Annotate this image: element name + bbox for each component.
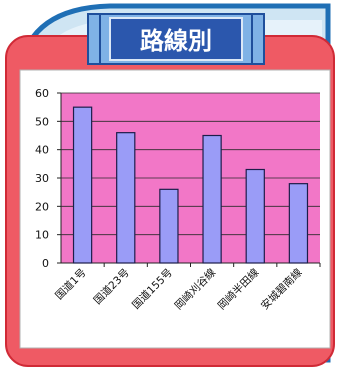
y-tick-label-0: 0 <box>42 257 49 270</box>
bar-4 <box>245 168 265 264</box>
header-badge: 路線別 <box>87 13 265 65</box>
y-tick-label-5: 50 <box>35 115 49 128</box>
header-title: 路線別 <box>140 27 212 55</box>
bar-1 <box>116 132 136 264</box>
y-tick-label-6: 60 <box>35 87 49 100</box>
bar-5 <box>288 183 309 264</box>
y-tick-label-4: 40 <box>35 144 49 157</box>
bar-3 <box>202 134 222 264</box>
bar-0 <box>72 106 93 264</box>
y-tick-label-3: 30 <box>35 172 49 185</box>
y-tick-label-2: 20 <box>35 200 49 213</box>
bar-2 <box>159 188 179 264</box>
y-tick-label-1: 10 <box>35 229 49 242</box>
